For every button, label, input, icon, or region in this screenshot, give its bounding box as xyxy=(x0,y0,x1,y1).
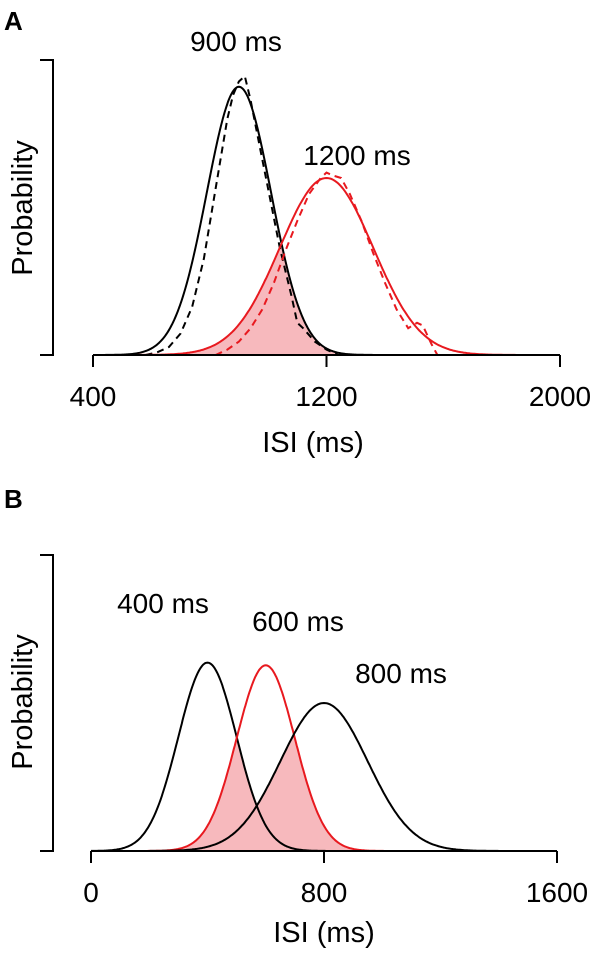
panel-b-y-axis xyxy=(40,554,54,852)
panel-b-x-tick-label-1600: 1600 xyxy=(526,877,588,908)
panel-a-curve-900-ms xyxy=(104,85,374,356)
panel-b-x-ticks: 0 800 1600 xyxy=(83,851,588,908)
label-1200-ms: 1200 ms xyxy=(303,140,410,171)
panel-a-x-ticks: 400 1200 2000 xyxy=(70,355,591,412)
panel-a-x-tick-label-1200: 1200 xyxy=(295,381,357,412)
panel-b-x-tick-label-0: 0 xyxy=(83,877,99,908)
panel-a-curves xyxy=(104,74,523,356)
label-400-ms: 400 ms xyxy=(117,588,209,619)
panel-a-curve-900-ms-empirical xyxy=(145,74,339,356)
label-600-ms: 600 ms xyxy=(252,606,344,637)
label-900-ms: 900 ms xyxy=(190,26,282,57)
panel-a-x-axis-label: ISI (ms) xyxy=(262,427,364,459)
panel-b-y-axis-label: Probability xyxy=(7,634,39,770)
panel-a-label: A xyxy=(4,6,23,36)
panel-b-curves xyxy=(91,661,508,852)
panel-a-y-axis-label: Probability xyxy=(7,140,39,276)
panel-b-x-axis-label: ISI (ms) xyxy=(273,917,375,949)
panel-b-curve-600-ms xyxy=(143,664,389,852)
panel-a-x-tick-label-400: 400 xyxy=(70,381,117,412)
panel-b: B 0 800 1600 ISI (ms) Probability 400 ms 6… xyxy=(4,484,588,949)
panel-a-y-axis xyxy=(40,59,54,356)
label-800-ms: 800 ms xyxy=(355,658,447,689)
panel-a: A 400 1200 2000 ISI (ms) Probability 900 m… xyxy=(4,6,591,459)
panel-b-curve-800-ms xyxy=(140,701,508,852)
panel-b-x-tick-label-800: 800 xyxy=(301,877,348,908)
panel-a-curve-1200-ms xyxy=(130,176,523,356)
panel-b-overlap-600-ms-800-ms xyxy=(91,735,557,851)
panel-b-label: B xyxy=(4,484,23,514)
panel-a-x-tick-label-2000: 2000 xyxy=(529,381,591,412)
panel-b-curve-400-ms xyxy=(91,661,330,852)
panel-b-overlap-fill xyxy=(91,735,557,851)
